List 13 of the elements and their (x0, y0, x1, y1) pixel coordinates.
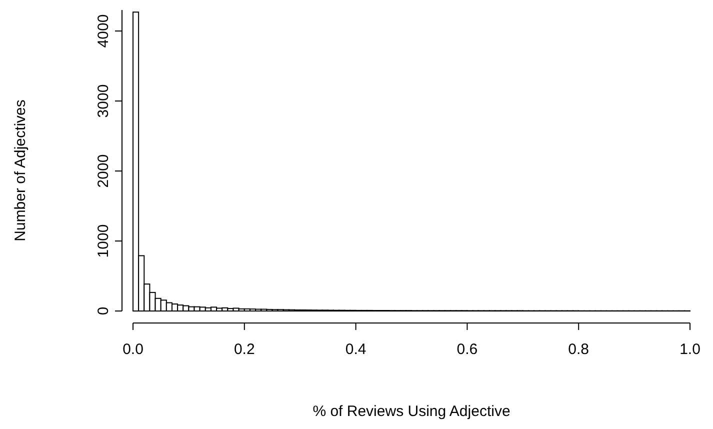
y-tick-label: 0 (95, 306, 112, 316)
x-tick-label: 1.0 (680, 341, 700, 358)
x-tick-label: 0.0 (122, 341, 144, 358)
x-axis-title: % of Reviews Using Adjective (312, 403, 510, 420)
y-axis-title: Number of Adjectives (12, 100, 29, 242)
y-tick-label: 1000 (95, 224, 112, 258)
x-tick-label: 0.4 (345, 341, 366, 358)
y-tick-label: 4000 (95, 14, 112, 48)
y-tick-label: 3000 (95, 84, 112, 118)
y-tick-label: 2000 (95, 154, 112, 188)
x-tick-label: 0.6 (456, 341, 478, 358)
x-tick-label: 0.2 (234, 341, 255, 358)
x-tick-label: 0.8 (568, 341, 590, 358)
